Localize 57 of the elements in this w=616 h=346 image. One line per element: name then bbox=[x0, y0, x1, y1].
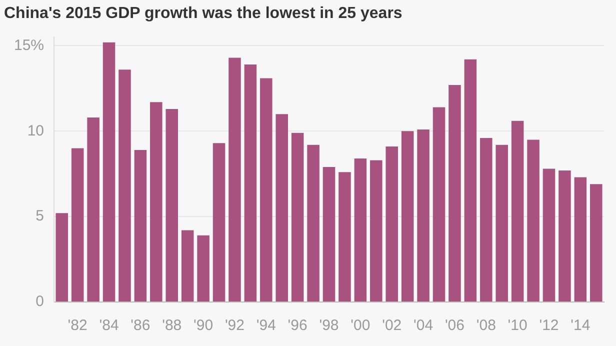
x-tick-label: '12 bbox=[539, 317, 559, 334]
bar bbox=[338, 172, 351, 302]
x-tick-label: '84 bbox=[99, 317, 119, 334]
y-tick-label: 10 bbox=[27, 122, 44, 140]
x-tick-label: '06 bbox=[444, 317, 464, 334]
bar bbox=[401, 131, 414, 302]
x-tick-label: '02 bbox=[382, 317, 402, 334]
bar bbox=[417, 129, 430, 302]
bar bbox=[496, 144, 508, 302]
x-tick-label: '98 bbox=[319, 317, 339, 334]
x-tick-label: '88 bbox=[162, 317, 182, 334]
bar bbox=[386, 146, 398, 302]
bar bbox=[244, 64, 257, 302]
bar bbox=[71, 148, 84, 302]
x-tick-label: '86 bbox=[130, 317, 150, 334]
x-tick-label: '82 bbox=[68, 317, 88, 334]
x-tick-label: '00 bbox=[350, 317, 370, 334]
y-tick-label: 15% bbox=[14, 36, 44, 54]
x-tick-label: '10 bbox=[508, 317, 528, 334]
bar bbox=[87, 117, 100, 302]
chart-title: China's 2015 GDP growth was the lowest in 25 years bbox=[4, 5, 402, 22]
y-tick-label: 0 bbox=[36, 293, 44, 310]
y-tick-label: 5 bbox=[36, 208, 44, 225]
bar bbox=[260, 78, 272, 302]
bar bbox=[228, 58, 241, 302]
x-tick-label: '94 bbox=[256, 317, 276, 334]
bar bbox=[527, 140, 540, 302]
bar bbox=[56, 213, 68, 302]
bar bbox=[432, 107, 446, 302]
bar bbox=[558, 170, 571, 302]
bar bbox=[322, 167, 336, 302]
bar bbox=[542, 168, 556, 302]
x-tick-label: '92 bbox=[224, 317, 245, 334]
bar bbox=[150, 102, 162, 302]
bar bbox=[134, 150, 147, 302]
bar bbox=[276, 114, 288, 302]
bar bbox=[574, 177, 587, 302]
bar bbox=[212, 143, 226, 302]
bar bbox=[181, 230, 194, 302]
bar bbox=[307, 144, 320, 302]
x-tick-label: '96 bbox=[288, 317, 308, 334]
bar bbox=[480, 138, 492, 302]
bar bbox=[590, 184, 602, 302]
bar bbox=[511, 120, 524, 302]
bar bbox=[464, 59, 477, 302]
x-tick-label: '08 bbox=[476, 317, 496, 334]
bar bbox=[291, 132, 304, 302]
bar bbox=[448, 85, 461, 302]
x-tick-label: '14 bbox=[570, 317, 590, 334]
x-tick-label: '90 bbox=[194, 317, 214, 334]
bar bbox=[354, 158, 367, 302]
bar bbox=[370, 160, 382, 302]
bar bbox=[118, 70, 131, 302]
bar bbox=[197, 235, 210, 302]
bar bbox=[102, 42, 116, 302]
x-tick-label: '04 bbox=[414, 317, 434, 334]
bar bbox=[166, 108, 178, 302]
